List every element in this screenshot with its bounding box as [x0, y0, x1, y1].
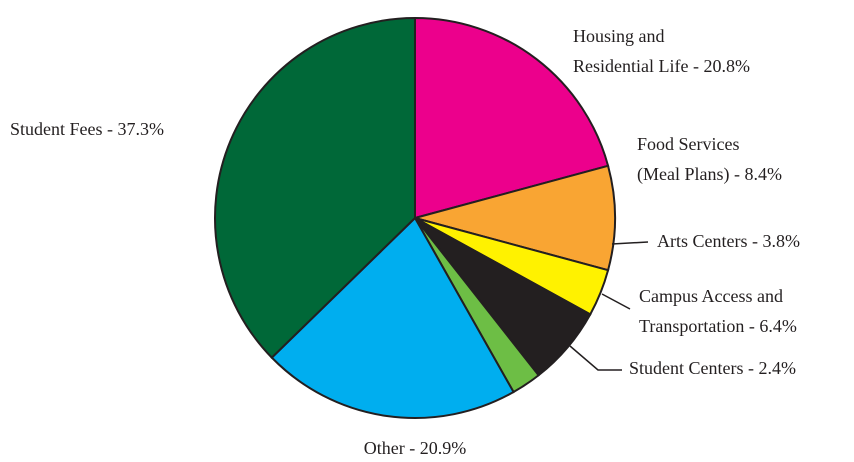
slice-label: Residential Life - 20.8%: [573, 56, 750, 76]
pie-slice: [270, 216, 515, 419]
leader-line: [611, 241, 649, 245]
slice-label: Student Fees - 37.3%: [10, 119, 164, 139]
slice-label: (Meal Plans) - 8.4%: [637, 164, 782, 185]
slice-label: Arts Centers - 3.8%: [657, 231, 800, 251]
slice-label: Other - 20.9%: [364, 438, 466, 458]
pie-slice: [414, 16, 610, 220]
pie-slice: [214, 16, 416, 360]
slice-label: Campus Access and: [639, 286, 783, 306]
slice-label: Housing and: [573, 26, 665, 46]
leader-line: [601, 293, 631, 310]
leader-line: [569, 345, 622, 371]
slice-label: Transportation - 6.4%: [639, 316, 797, 336]
slice-label: Student Centers - 2.4%: [629, 358, 796, 378]
pie-slice: [411, 164, 616, 272]
slice-label: Food Services: [637, 134, 740, 154]
